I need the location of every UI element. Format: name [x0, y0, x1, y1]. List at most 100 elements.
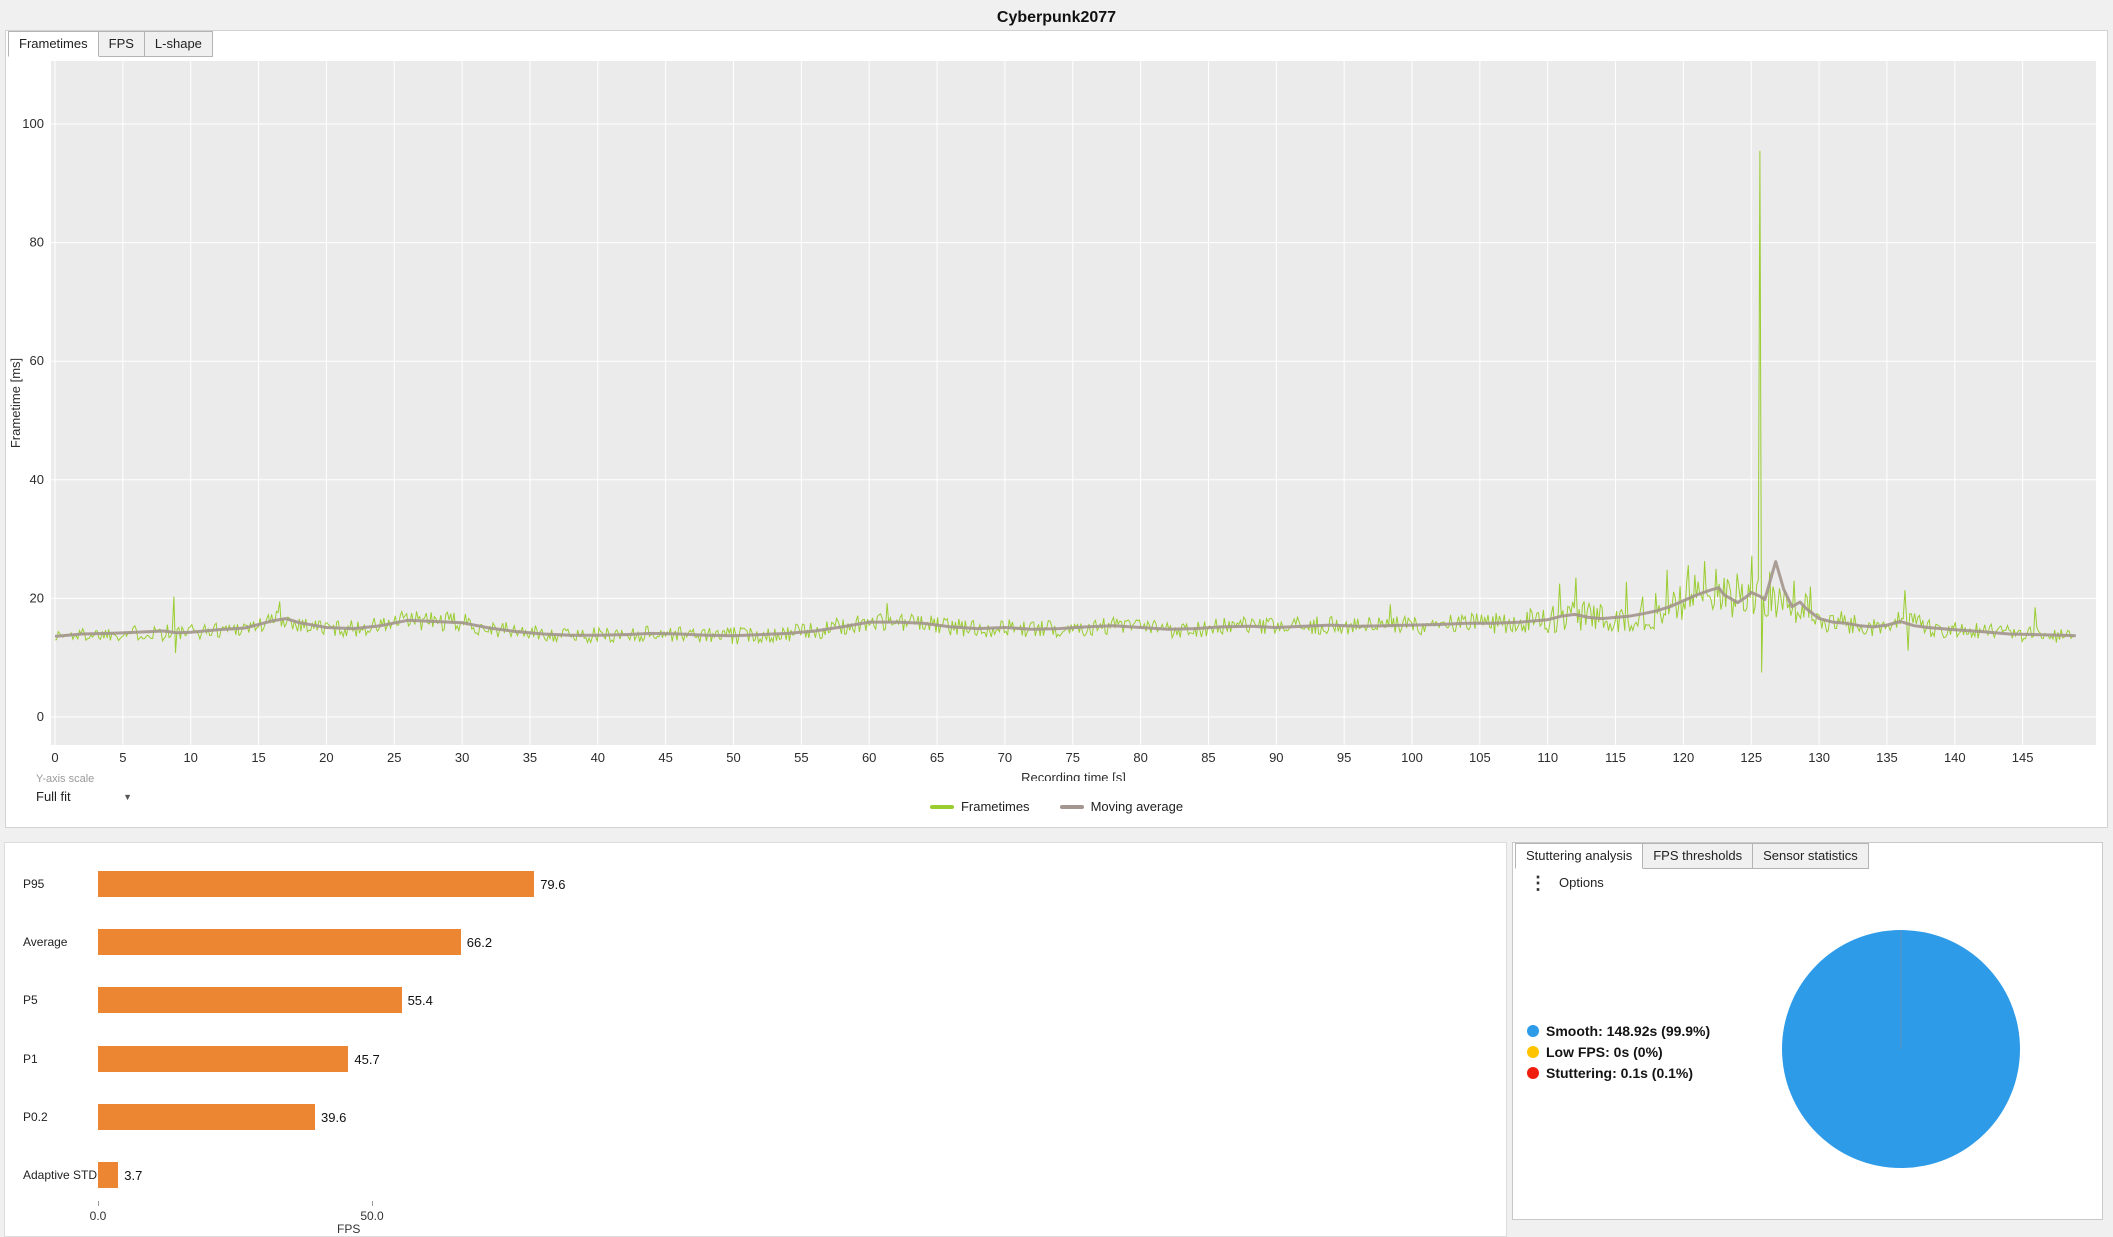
- x-tick-label: 55: [794, 750, 808, 765]
- x-tick-label: 90: [1269, 750, 1283, 765]
- bar-value-p5: 55.4: [407, 993, 433, 1008]
- y-axis-scale-control: Y-axis scale Full fit ▼: [36, 773, 132, 804]
- y-tick-label: 100: [22, 116, 44, 131]
- bar-category-p95: P95: [23, 877, 45, 891]
- x-tick-label: 0: [51, 750, 58, 765]
- x-tick-label: 95: [1337, 750, 1351, 765]
- x-tick-label: 115: [1605, 750, 1626, 765]
- x-tick-label: 65: [930, 750, 944, 765]
- x-tick-label: 60: [862, 750, 876, 765]
- options-label: Options: [1559, 875, 1604, 890]
- y-tick-label: 40: [30, 472, 44, 487]
- bar-value-average: 66.2: [466, 935, 493, 950]
- tab-frametimes[interactable]: Frametimes: [8, 31, 99, 57]
- x-tick-label: 15: [251, 750, 265, 765]
- bar-axis-tick-label: 0.0: [89, 1209, 107, 1223]
- stutter-legend-item-smooth: Smooth: 148.92s (99.9%): [1527, 1023, 1710, 1039]
- x-tick-label: 75: [1066, 750, 1080, 765]
- x-tick-label: 35: [523, 750, 537, 765]
- x-tick-label: 135: [1876, 750, 1898, 765]
- metrics-panel: P95 79.6 Average 66.2 P5 55.4 P1 45.7 P0.2 39.6 Ad…: [4, 842, 1507, 1237]
- page-title: Cyberpunk2077: [996, 9, 1117, 26]
- x-tick-label: 40: [591, 750, 605, 765]
- bar-p5: [98, 987, 402, 1013]
- frametime-chart-panel: Frametimes FPS L-shape 0 5 10 15 20 25 30 35 40 45 5…: [5, 30, 2108, 828]
- bar-value-adaptive-stdev: 3.7: [124, 1168, 143, 1183]
- x-tick-label: 45: [658, 750, 672, 765]
- bar-adaptive-stdev: [98, 1162, 118, 1188]
- y-axis-scale-value: Full fit: [36, 789, 71, 804]
- tab-stuttering-analysis[interactable]: Stuttering analysis: [1515, 843, 1644, 869]
- x-tick-label: 125: [1740, 750, 1762, 765]
- stutter-legend-item-low-fps: Low FPS: 0s (0%): [1527, 1044, 1663, 1060]
- bar-p95: [98, 871, 534, 897]
- x-tick-label: 145: [2012, 750, 2034, 765]
- fps-percentile-bar-chart: P95 79.6 Average 66.2 P5 55.4 P1 45.7 P0.2 39.6 Ad…: [5, 843, 645, 1236]
- y-axis-scale-select[interactable]: Full fit ▼: [36, 789, 132, 804]
- x-tick-label: 120: [1673, 750, 1695, 765]
- bar-category-average: Average: [23, 935, 68, 949]
- legend-swatch-frametimes: [929, 804, 954, 809]
- legend-dot-smooth: [1527, 1025, 1539, 1037]
- x-tick-label: 80: [1133, 750, 1147, 765]
- stutter-legend-text: Stuttering: 0.1s (0.1%): [1546, 1065, 1694, 1081]
- x-tick-label: 140: [1944, 750, 1966, 765]
- stutter-legend-text: Smooth: 148.92s (99.9%): [1546, 1023, 1711, 1039]
- bar-category-p0-2: P0.2: [23, 1110, 48, 1124]
- stuttering-pie-chart: [1782, 930, 2020, 1168]
- kebab-menu-icon: ⋮: [1529, 872, 1547, 893]
- x-tick-label: 105: [1469, 750, 1491, 765]
- bar-axis-tick: [372, 1201, 373, 1206]
- bar-axis-tick-label: 50.0: [360, 1209, 384, 1223]
- stutter-legend-text: Low FPS: 0s (0%): [1546, 1044, 1663, 1060]
- tab-fps-thresholds[interactable]: FPS thresholds: [1642, 843, 1754, 869]
- y-tick-label: 20: [30, 590, 44, 605]
- legend-item-frametimes[interactable]: Frametimes: [929, 799, 1030, 814]
- y-axis-title: Frametime [ms]: [8, 358, 23, 448]
- frametimes-line-chart[interactable]: 0 5 10 15 20 25 30 35 40 45 50 55 60 65 70 75 80 85 90 95 10…: [6, 57, 2107, 781]
- legend-label: Moving average: [1090, 799, 1184, 814]
- tab-l-shape[interactable]: L-shape: [143, 31, 213, 57]
- bar-axis-tick: [98, 1201, 99, 1206]
- x-tick-label: 85: [1201, 750, 1215, 765]
- analysis-panel: Stuttering analysis FPS thresholds Sensor …: [1512, 842, 2103, 1220]
- y-axis-scale-label: Y-axis scale: [36, 773, 95, 785]
- x-tick-label: 50: [726, 750, 740, 765]
- y-tick-label: 60: [30, 353, 44, 368]
- chevron-down-icon: ▼: [123, 791, 132, 802]
- bar-p0-2: [98, 1104, 315, 1130]
- bar-category-p5: P5: [23, 993, 38, 1007]
- legend-dot-stuttering: [1527, 1067, 1539, 1079]
- bar-value-p0-2: 39.6: [321, 1110, 347, 1125]
- bar-p1: [98, 1046, 348, 1072]
- x-axis-title: Recording time [s]: [1021, 770, 1126, 781]
- x-tick-label: 110: [1537, 750, 1558, 765]
- bar-axis-title: FPS: [337, 1222, 361, 1236]
- bar-category-adaptive-stdev: Adaptive STDEV: [23, 1168, 114, 1182]
- bar-value-p95: 79.6: [540, 877, 566, 892]
- x-tick-label: 70: [998, 750, 1012, 765]
- chart-legend: Frametimes Moving average: [6, 799, 2107, 814]
- x-tick-label: 5: [119, 750, 126, 765]
- legend-item-moving-average[interactable]: Moving average: [1059, 799, 1184, 814]
- y-tick-label: 80: [30, 235, 44, 250]
- chart-tabbar: Frametimes FPS L-shape: [8, 31, 213, 57]
- analysis-tabbar: Stuttering analysis FPS thresholds Sensor …: [1515, 843, 1869, 869]
- bar-value-p1: 45.7: [354, 1052, 380, 1067]
- moving-average-line: [54, 560, 2076, 638]
- plot-background: [51, 61, 2096, 745]
- bar-average: [98, 929, 461, 955]
- legend-label: Frametimes: [960, 799, 1030, 814]
- options-button[interactable]: ⋮ Options: [1529, 872, 1604, 893]
- tab-sensor-statistics[interactable]: Sensor statistics: [1752, 843, 1869, 869]
- legend-dot-low-fps: [1527, 1046, 1539, 1058]
- stutter-legend-item-stuttering: Stuttering: 0.1s (0.1%): [1527, 1065, 1693, 1081]
- x-tick-label: 100: [1401, 750, 1423, 765]
- y-tick-label: 0: [37, 709, 44, 724]
- tab-fps[interactable]: FPS: [97, 31, 145, 57]
- x-tick-label: 25: [387, 750, 401, 765]
- x-tick-label: 130: [1808, 750, 1830, 765]
- bar-category-p1: P1: [23, 1052, 38, 1066]
- x-tick-label: 10: [183, 750, 197, 765]
- x-tick-label: 20: [319, 750, 333, 765]
